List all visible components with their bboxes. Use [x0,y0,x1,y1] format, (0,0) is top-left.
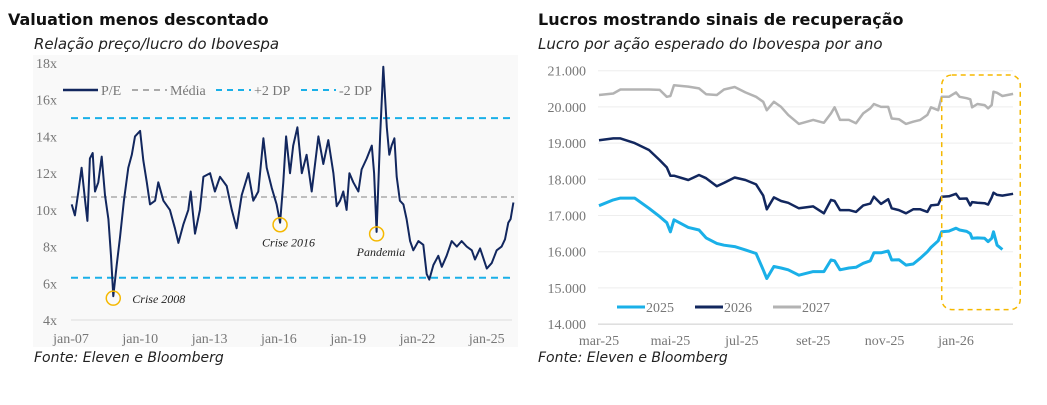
annotation-circle [368,226,385,242]
x-tick-label: mar-25 [579,334,619,349]
x-tick-label: set-25 [796,334,830,349]
y-tick-label: 17.000 [548,210,587,225]
y-tick-label: 18x [36,57,57,72]
annotation-circle [272,216,288,233]
x-tick-label: nov-25 [865,334,905,349]
y-tick-label: 4x [43,314,57,329]
y-tick-label: 20.000 [548,101,587,116]
highlight-box [940,74,1022,311]
left-legend: P/E Média +2 DP -2 DP [63,84,372,99]
y-tick-label: 19.000 [548,137,587,152]
x-tick-label: jan-10 [121,332,158,347]
series-line-2027 [598,83,1014,126]
pe-series-line [70,65,515,298]
y-tick-label: 21.000 [548,65,587,80]
legend-pe-label: P/E [101,84,121,99]
y-tick-label: 8x [43,241,57,256]
right-chart-title: Lucros mostrando sinais de recuperação [538,10,904,29]
series-line-2026 [598,137,1014,215]
y-tick-label: 6x [43,277,57,292]
x-tick-label: jan-19 [329,332,366,347]
left-chart-title: Valuation menos descontado [8,10,269,29]
x-tick-label: jan-22 [399,332,436,347]
legend-2025-label: 2025 [646,301,674,316]
left-chart-subtitle: Relação preço/lucro do Ibovespa [34,35,280,53]
legend-mean-label: Média [170,84,207,99]
legend-plus2sd-label: +2 DP [254,84,291,99]
annotation-circle [105,290,122,306]
y-tick-label: 16x [36,94,57,109]
x-tick-label: jan-13 [191,332,228,347]
y-tick-label: 14.000 [548,318,587,333]
y-tick-label: 10x [36,204,57,219]
series-line-2025 [598,196,1004,280]
x-tick-label: jul-25 [724,334,758,349]
annotation-label: Pandemia [356,245,406,259]
right-chart-source: Fonte: Eleven e Bloomberg [538,350,728,366]
annotation-label: Crise 2008 [132,292,185,306]
x-tick-label: jan-26 [937,334,974,349]
legend-minus2sd-label: -2 DP [339,84,372,99]
right-chart-subtitle: Lucro por ação esperado do Ibovespa por … [538,35,883,53]
y-tick-label: 16.000 [548,246,587,261]
annotation-label: Crise 2016 [262,236,315,250]
left-chart-source: Fonte: Eleven e Bloomberg [34,350,224,366]
legend-2027-label: 2027 [802,301,830,316]
x-tick-label: jan-16 [260,332,297,347]
pe-chart: 4x 6x 8x 10x 12x 14x 16x 18x jan-07 jan-10 jan-13 j… [36,57,515,347]
y-tick-label: 15.000 [548,282,587,297]
right-legend: 2025 2026 2027 [617,301,830,316]
x-tick-label: jan-07 [52,332,89,347]
x-tick-label: mai-25 [651,334,691,349]
x-tick-label: jan-25 [468,332,505,347]
y-tick-label: 18.000 [548,173,587,188]
y-tick-label: 12x [36,167,57,182]
legend-2026-label: 2026 [724,301,752,316]
eps-chart: 14.000 15.000 16.000 17.000 18.000 19.000 20.0… [548,65,1022,349]
y-tick-label: 14x [36,130,57,145]
